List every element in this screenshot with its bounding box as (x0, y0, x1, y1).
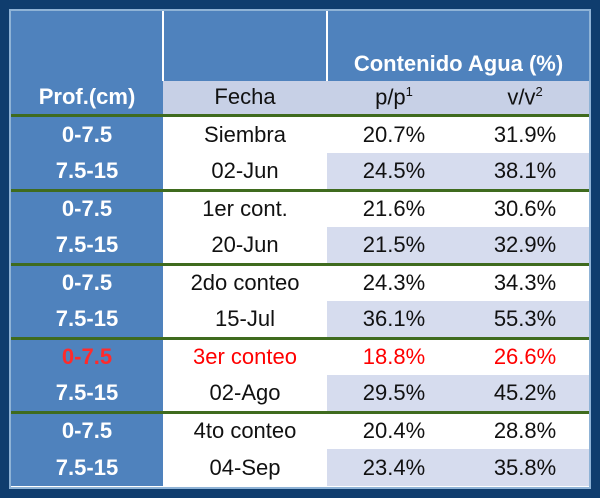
fecha-cell: Siembra (163, 113, 327, 153)
prof-cell: 0-7.5 (11, 188, 163, 227)
pp-cell: 20.4% (327, 410, 461, 449)
vv-cell: 35.8% (461, 449, 590, 486)
pp-label: p/p (375, 84, 406, 110)
column-header-vv: v/v2 (461, 81, 590, 115)
fecha-cell: 1er cont. (163, 188, 327, 227)
vv-cell: 34.3% (461, 262, 590, 301)
vv-superscript: 2 (535, 84, 543, 100)
pp-cell: 21.5% (327, 227, 461, 264)
pp-cell: 20.7% (327, 113, 461, 153)
fecha-cell: 04-Sep (163, 449, 327, 486)
prof-cell: 7.5-15 (11, 375, 163, 412)
fecha-cell: 02-Ago (163, 375, 327, 412)
column-header-row: Prof.(cm) Fecha p/p1 v/v2 (11, 81, 590, 115)
table-row-highlighted: 0-7.5 3er conteo 18.8% 26.6% (11, 336, 590, 375)
table-row: 0-7.5 4to conteo 20.4% 28.8% (11, 410, 590, 449)
header-title-row: Contenido Agua (%) (11, 11, 590, 81)
prof-cell: 7.5-15 (11, 301, 163, 338)
table-row: 7.5-15 02-Jun 24.5% 38.1% (11, 153, 590, 190)
vv-cell: 30.6% (461, 188, 590, 227)
table-row: 7.5-15 04-Sep 23.4% 35.8% (11, 449, 590, 486)
pp-cell: 29.5% (327, 375, 461, 412)
pp-cell: 36.1% (327, 301, 461, 338)
table-row: 0-7.5 2do conteo 24.3% 34.3% (11, 262, 590, 301)
table-title: Contenido Agua (%) (325, 11, 590, 81)
pp-cell: 23.4% (327, 449, 461, 486)
table-row: 0-7.5 1er cont. 21.6% 30.6% (11, 188, 590, 227)
header-blank-prof (11, 11, 163, 81)
vv-cell: 45.2% (461, 375, 590, 412)
fecha-cell: 2do conteo (163, 262, 327, 301)
prof-cell: 0-7.5 (11, 262, 163, 301)
table-row: 7.5-15 02-Ago 29.5% 45.2% (11, 375, 590, 412)
prof-cell: 7.5-15 (11, 449, 163, 486)
table-frame: Contenido Agua (%) Prof.(cm) Fecha p/p1 … (9, 9, 591, 489)
pp-cell: 21.6% (327, 188, 461, 227)
water-content-table: Contenido Agua (%) Prof.(cm) Fecha p/p1 … (11, 11, 590, 486)
prof-cell: 7.5-15 (11, 227, 163, 264)
pp-superscript: 1 (405, 84, 413, 100)
table-row: 7.5-15 15-Jul 36.1% 55.3% (11, 301, 590, 338)
vv-cell: 55.3% (461, 301, 590, 338)
column-header-pp: p/p1 (327, 81, 461, 115)
fecha-cell: 02-Jun (163, 153, 327, 190)
prof-cell: 7.5-15 (11, 153, 163, 190)
pp-cell: 24.5% (327, 153, 461, 190)
fecha-cell: 15-Jul (163, 301, 327, 338)
column-header-fecha: Fecha (163, 81, 327, 115)
table-row: 0-7.5 Siembra 20.7% 31.9% (11, 113, 590, 153)
table-row: 7.5-15 20-Jun 21.5% 32.9% (11, 227, 590, 264)
vv-cell: 38.1% (461, 153, 590, 190)
prof-cell: 0-7.5 (11, 410, 163, 449)
fecha-cell: 4to conteo (163, 410, 327, 449)
prof-cell: 0-7.5 (11, 336, 163, 375)
vv-cell: 32.9% (461, 227, 590, 264)
column-header-prof: Prof.(cm) (11, 81, 163, 115)
fecha-cell: 3er conteo (163, 336, 327, 375)
pp-cell: 18.8% (327, 336, 461, 375)
vv-label: v/v (507, 84, 536, 110)
vv-cell: 31.9% (461, 113, 590, 153)
header-blank-fecha (162, 11, 327, 81)
vv-cell: 28.8% (461, 410, 590, 449)
vv-cell: 26.6% (461, 336, 590, 375)
fecha-cell: 20-Jun (163, 227, 327, 264)
pp-cell: 24.3% (327, 262, 461, 301)
prof-cell: 0-7.5 (11, 113, 163, 153)
